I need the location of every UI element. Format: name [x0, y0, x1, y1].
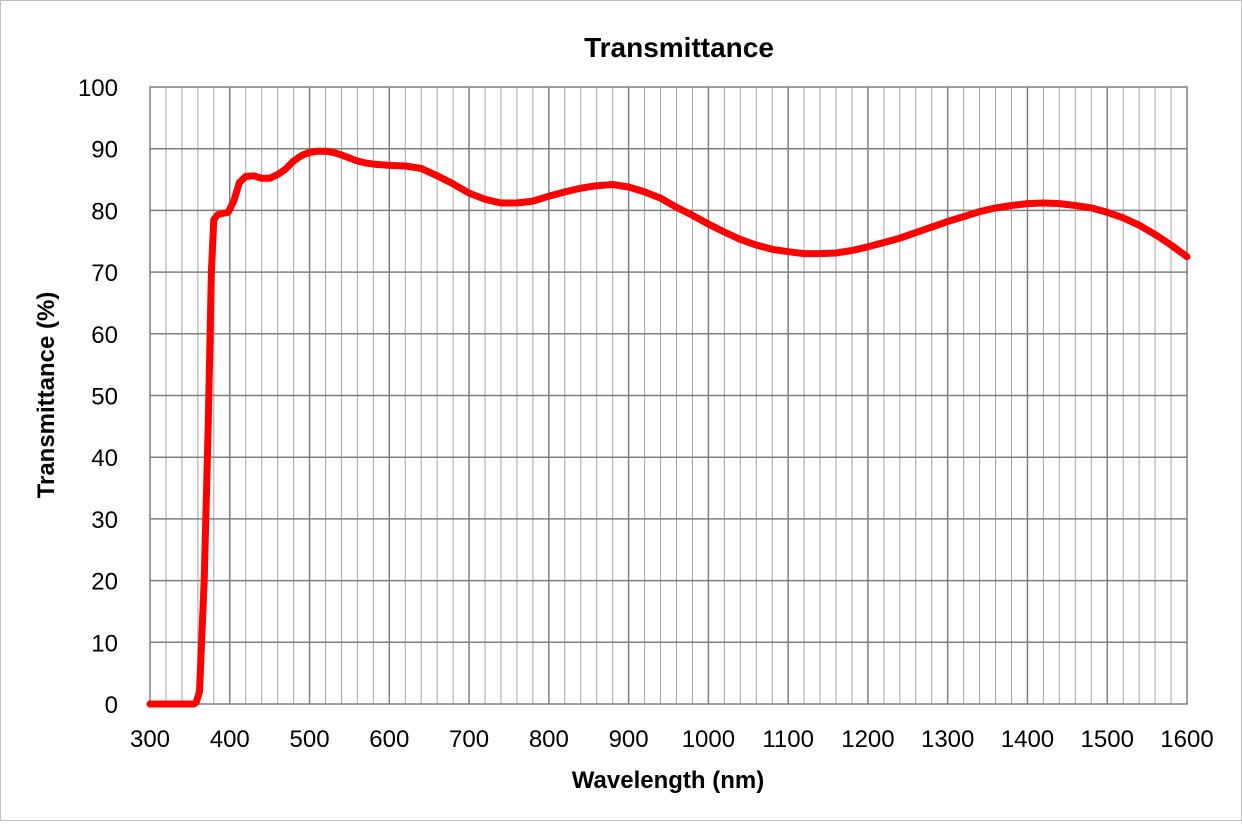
x-tick-label: 1500: [1081, 726, 1134, 753]
plot-area: [149, 86, 1188, 705]
x-axis-ticks: 300 400 500 600 700 800 900 1000 1100 1200 1300 140…: [130, 726, 1214, 753]
chart-title: Transmittance: [584, 32, 774, 63]
y-tick-label: 20: [91, 569, 118, 596]
x-tick-label: 500: [290, 726, 330, 753]
x-tick-label: 1600: [1160, 726, 1213, 753]
x-tick-label: 1300: [921, 726, 974, 753]
y-tick-label: 80: [91, 198, 118, 225]
y-tick-label: 60: [91, 322, 118, 349]
y-axis-title: Transmittance (%): [33, 292, 60, 499]
plot-border: [149, 86, 1188, 705]
x-tick-label: 900: [609, 726, 649, 753]
y-tick-label: 30: [91, 507, 118, 534]
x-axis-title: Wavelength (nm): [572, 767, 764, 794]
y-tick-label: 40: [91, 445, 118, 472]
x-tick-label: 1400: [1001, 726, 1054, 753]
y-axis-ticks: 0 10 20 30 40 50 60 70 80 90 100: [78, 75, 118, 719]
x-tick-label: 1100: [762, 726, 814, 753]
y-tick-label: 50: [91, 384, 118, 411]
y-tick-label: 10: [91, 630, 118, 657]
x-tick-label: 1000: [682, 726, 735, 753]
series-line: [146, 147, 1191, 708]
y-tick-label: 100: [78, 75, 118, 102]
x-tick-label: 600: [369, 726, 409, 753]
x-tick-label: 700: [449, 726, 489, 753]
x-tick-label: 400: [210, 726, 250, 753]
series-layer: [146, 147, 1191, 708]
y-tick-label: 70: [91, 260, 118, 287]
x-tick-label: 1200: [841, 726, 894, 753]
x-tick-label: 800: [529, 726, 569, 753]
y-tick-label: 90: [91, 137, 118, 164]
x-tick-label: 300: [130, 726, 170, 753]
major-gridlines: [150, 87, 1187, 704]
y-tick-label: 0: [105, 692, 118, 719]
